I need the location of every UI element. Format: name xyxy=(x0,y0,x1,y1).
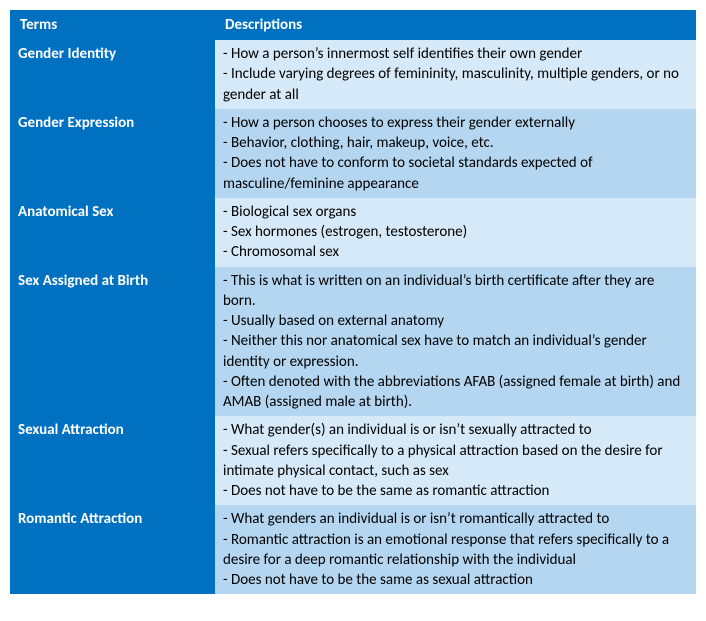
term-cell: Romantic Attraction xyxy=(10,505,215,594)
definitions-table: Terms Descriptions Gender Identity- How … xyxy=(10,10,696,594)
description-cell: - How a person chooses to express their … xyxy=(215,109,696,198)
table-row: Gender Identity- How a person’s innermos… xyxy=(10,40,696,109)
description-cell: - What genders an individual is or isn’t… xyxy=(215,505,696,594)
term-cell: Sex Assigned at Birth xyxy=(10,267,215,417)
term-cell: Gender Identity xyxy=(10,40,215,109)
header-terms: Terms xyxy=(10,10,215,40)
description-cell: - Biological sex organs - Sex hormones (… xyxy=(215,198,696,267)
term-cell: Gender Expression xyxy=(10,109,215,198)
term-cell: Anatomical Sex xyxy=(10,198,215,267)
header-row: Terms Descriptions xyxy=(10,10,696,40)
term-cell: Sexual Attraction xyxy=(10,416,215,505)
description-cell: - This is what is written on an individu… xyxy=(215,267,696,417)
description-cell: - What gender(s) an individual is or isn… xyxy=(215,416,696,505)
table-row: Anatomical Sex- Biological sex organs - … xyxy=(10,198,696,267)
description-cell: - How a person’s innermost self identifi… xyxy=(215,40,696,109)
table-row: Romantic Attraction- What genders an ind… xyxy=(10,505,696,594)
table-row: Sexual Attraction- What gender(s) an ind… xyxy=(10,416,696,505)
header-descriptions: Descriptions xyxy=(215,10,696,40)
table-row: Sex Assigned at Birth- This is what is w… xyxy=(10,267,696,417)
table-row: Gender Expression- How a person chooses … xyxy=(10,109,696,198)
